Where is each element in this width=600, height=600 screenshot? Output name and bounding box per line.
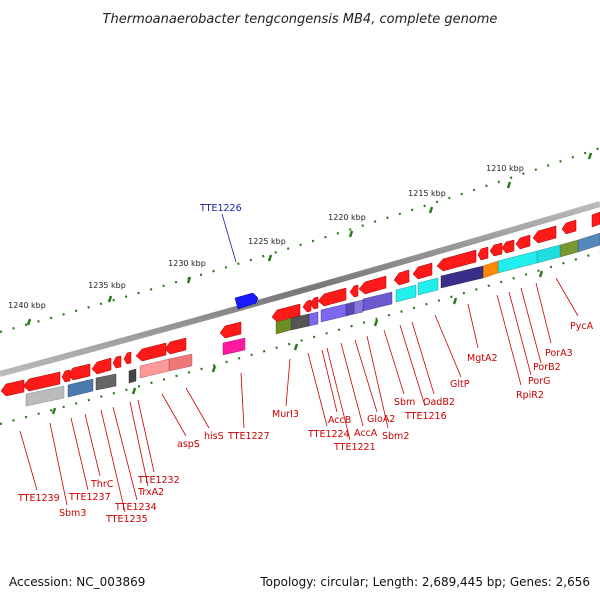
gene-label-AccA[interactable]: AccA (354, 428, 378, 439)
gene-label-hisS[interactable]: hisS (204, 431, 224, 442)
cat-block (559, 239, 579, 258)
cat-block (275, 317, 292, 335)
cat-block (497, 250, 538, 274)
cat-block (536, 244, 561, 264)
cat-block (320, 303, 347, 323)
gene-label-TTE1226[interactable]: TTE1226 (199, 203, 242, 214)
gene-arrow[interactable] (135, 342, 167, 362)
gene-arrow[interactable] (532, 225, 557, 244)
scale-label-1220: 1220 kbp (328, 213, 366, 222)
gene-label-RpiR2[interactable]: RpiR2 (516, 390, 544, 401)
gene-label-GltP[interactable]: GltP (450, 379, 470, 390)
inner-scale-arc (0, 250, 600, 426)
leader-lines (19, 277, 579, 513)
gene-label-TTE1224[interactable]: TTE1224 (307, 429, 350, 440)
gene-arrow[interactable] (164, 337, 187, 355)
gene-arrow[interactable] (317, 287, 347, 307)
forward-genes (234, 292, 259, 310)
cat-block (222, 337, 246, 356)
category-blocks (25, 232, 600, 407)
gene-arrow[interactable] (123, 351, 132, 365)
gene-label-MurI3[interactable]: MurI3 (272, 409, 299, 420)
gene-arrow[interactable] (61, 369, 71, 383)
scale-label-1230: 1230 kbp (168, 259, 206, 268)
gene-label-TTE1216[interactable]: TTE1216 (404, 411, 447, 422)
gene-arrow[interactable] (412, 262, 433, 280)
gene-arrow[interactable] (436, 249, 477, 272)
gene-arrow[interactable] (501, 239, 515, 254)
gene-arrow[interactable] (349, 284, 359, 298)
gene-arrow[interactable] (393, 269, 410, 286)
gene-label-AccB[interactable]: AccB (328, 415, 351, 426)
scale-arc (0, 146, 600, 334)
gene-label-ThrC[interactable]: ThrC (90, 479, 114, 490)
accession-text: Accession: NC_003869 (9, 575, 145, 589)
gene-arrow[interactable] (67, 363, 91, 381)
map-title: Thermoanaerobacter tengcongensis MB4, co… (103, 12, 498, 27)
cat-block (139, 358, 170, 379)
gene-arrow[interactable] (561, 219, 577, 235)
gene-arrow[interactable] (358, 275, 387, 295)
inner-major-ticks (51, 270, 544, 415)
cat-block (577, 232, 600, 253)
gene-arrow[interactable] (219, 321, 242, 339)
gene-label-PorG[interactable]: PorG (528, 376, 550, 387)
cat-block (417, 277, 439, 296)
gene-label-TTE1237[interactable]: TTE1237 (68, 492, 111, 503)
gene-arrow[interactable] (0, 379, 25, 397)
cat-block (353, 299, 364, 315)
cat-block (25, 385, 65, 407)
gene-arrow[interactable] (112, 355, 122, 369)
cat-block (395, 284, 417, 303)
genome-backbone (0, 201, 600, 377)
cat-block (168, 353, 193, 372)
gene-label-PorB2[interactable]: PorB2 (533, 362, 561, 373)
cat-block (308, 311, 319, 327)
gene-label-OadB2[interactable]: OadB2 (423, 397, 455, 408)
cat-block (440, 265, 484, 289)
cat-block (345, 301, 355, 317)
cat-block (482, 260, 499, 279)
gene-label-PycA[interactable]: PycA (570, 321, 594, 332)
gene-label-TTE1221[interactable]: TTE1221 (333, 442, 376, 453)
gene-arrow[interactable] (489, 242, 503, 257)
gene-label-aspS[interactable]: aspS (177, 439, 200, 450)
gene-label-TTE1227[interactable]: TTE1227 (227, 431, 270, 442)
gene-label-Sbm[interactable]: Sbm (394, 397, 415, 408)
leader-line-TTE1226 (221, 213, 237, 263)
cat-block (362, 291, 393, 312)
gene-arrow[interactable] (477, 246, 489, 261)
gene-arrow[interactable] (302, 299, 312, 313)
scale-label-1225: 1225 kbp (248, 237, 286, 246)
scale-label-1235: 1235 kbp (88, 281, 126, 290)
scale-label-1215: 1215 kbp (408, 189, 446, 198)
gene-label-MgtA2[interactable]: MgtA2 (467, 353, 498, 364)
gene-label-TTE1239[interactable]: TTE1239 (17, 493, 60, 504)
gene-label-Sbm2[interactable]: Sbm2 (382, 431, 409, 442)
gene-label-TTE1234[interactable]: TTE1234 (114, 502, 157, 513)
scale-labels: 1210 kbp 1215 kbp 1220 kbp 1225 kbp 1230… (8, 164, 524, 310)
gene-label-TrxA2[interactable]: TrxA2 (137, 487, 164, 498)
gene-labels: PycA PorA3 PorB2 PorG RpiR2 MgtA2 GltP O… (17, 203, 594, 525)
scale-label-1210: 1210 kbp (486, 164, 524, 173)
gene-label-PorA3[interactable]: PorA3 (545, 348, 573, 359)
gene-label-TTE1235[interactable]: TTE1235 (105, 514, 148, 525)
cat-block (95, 373, 117, 391)
cat-block (67, 378, 94, 398)
cat-block (128, 368, 137, 384)
gene-label-TTE1232[interactable]: TTE1232 (137, 475, 180, 486)
gene-label-Sbm3[interactable]: Sbm3 (59, 508, 86, 519)
scale-major-ticks (26, 152, 593, 326)
gene-arrow[interactable] (91, 357, 112, 375)
gene-arrow[interactable] (591, 211, 600, 228)
scale-label-1240: 1240 kbp (8, 301, 46, 310)
gene-label-GloA2[interactable]: GloA2 (367, 414, 395, 425)
genome-summary-text: Topology: circular; Length: 2,689,445 bp… (259, 575, 590, 589)
reverse-genes (0, 211, 600, 397)
gene-TTE1226-arrow[interactable] (234, 292, 259, 310)
gene-arrow[interactable] (515, 234, 531, 250)
